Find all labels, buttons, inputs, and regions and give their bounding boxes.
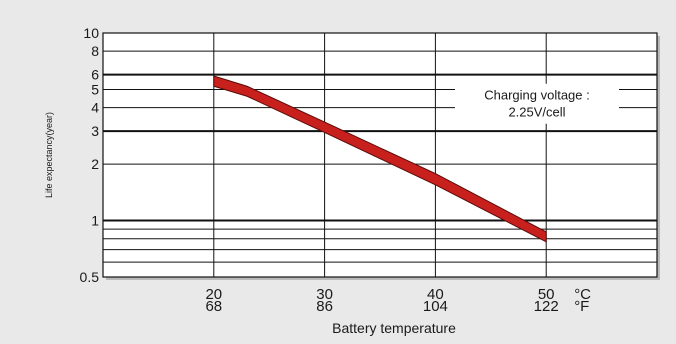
x-tick-label-celsius: 20: [205, 286, 222, 303]
annotation-line-2: 2.25V/cell: [508, 105, 565, 120]
grid: [103, 33, 657, 277]
y-tick-label: 0.5: [80, 269, 100, 285]
x-tick-label-celsius: 30: [316, 286, 333, 303]
annotation: Charging voltage : 2.25V/cell: [455, 83, 619, 124]
x-tick-label-celsius: 40: [427, 286, 444, 303]
x-tick-label-fahrenheit: 68: [205, 298, 222, 315]
y-tick-label: 10: [83, 25, 99, 41]
x-tick-label-fahrenheit: 104: [423, 298, 448, 315]
y-tick-label: 2: [91, 156, 99, 172]
y-tick-label: 5: [91, 81, 99, 97]
y-tick-label: 8: [91, 43, 99, 59]
y-tick-label: 6: [91, 67, 99, 83]
y-tick-labels: 10 8 65 4 3 2 1 0.5: [80, 25, 100, 285]
y-tick-label: 4: [91, 100, 99, 116]
y-tick-label: 1: [91, 213, 99, 229]
series-band: [213, 75, 547, 243]
annotation-background: [455, 83, 619, 124]
y-axis-label: Life expectancy(year): [44, 112, 54, 198]
x-tick-label-fahrenheit: 122: [534, 298, 559, 315]
x-unit-fahrenheit: °F: [574, 298, 589, 315]
series-layer: [213, 75, 547, 243]
x-tick-label-celsius: 50: [538, 286, 555, 303]
x-unit-celsius: °C: [574, 286, 591, 303]
annotation-line-1: Charging voltage :: [484, 88, 590, 103]
x-axis-label: Battery temperature: [332, 320, 456, 336]
y-tick-label: 3: [91, 123, 99, 139]
x-tick-label-fahrenheit: 86: [316, 298, 333, 315]
